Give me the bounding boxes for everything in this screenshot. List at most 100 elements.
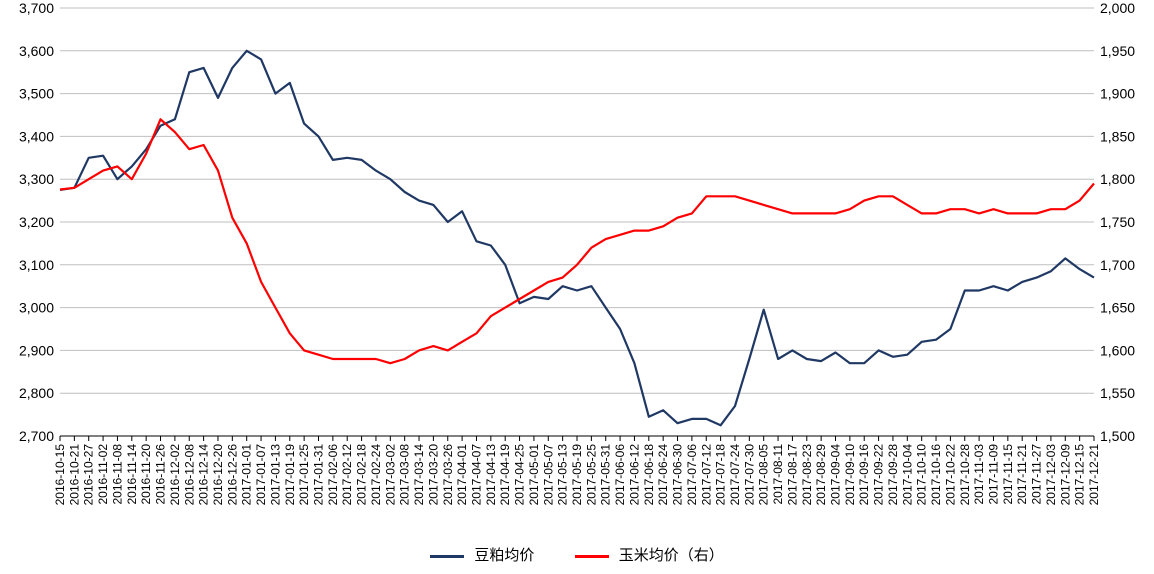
y-left-tick-label: 3,700 (19, 0, 54, 16)
y-left-tick-label: 2,800 (19, 385, 54, 401)
x-tick-label: 2017-04-19 (498, 444, 512, 506)
x-tick-label: 2017-09-16 (857, 444, 871, 506)
y-right-tick-label: 1,500 (1100, 428, 1135, 444)
y-right-tick-label: 1,750 (1100, 214, 1135, 230)
x-tick-label: 2016-10-15 (53, 444, 67, 506)
x-tick-label: 2017-05-25 (584, 444, 598, 506)
x-tick-label: 2017-11-09 (986, 444, 1000, 505)
x-tick-label: 2017-09-04 (829, 444, 843, 506)
y-right-tick-label: 1,550 (1100, 385, 1135, 401)
legend-item-soymeal: 豆粕均价 (430, 544, 534, 565)
x-tick-label: 2016-11-08 (110, 444, 124, 505)
y-right-tick-label: 1,900 (1100, 86, 1135, 102)
x-tick-label: 2017-09-10 (843, 444, 857, 506)
x-tick-label: 2017-03-02 (383, 444, 397, 506)
x-tick-label: 2017-06-24 (656, 444, 670, 506)
x-tick-label: 2016-11-26 (154, 444, 168, 505)
x-tick-label: 2017-07-18 (714, 444, 728, 506)
x-tick-label: 2017-04-25 (513, 444, 527, 506)
legend-swatch (430, 555, 464, 558)
legend-item-corn: 玉米均价（右） (575, 544, 724, 565)
x-tick-label: 2017-10-22 (943, 444, 957, 506)
x-tick-label: 2017-01-01 (240, 444, 254, 506)
x-tick-label: 2017-04-07 (469, 444, 483, 506)
x-tick-label: 2017-10-16 (929, 444, 943, 506)
x-tick-label: 2017-08-17 (785, 444, 799, 506)
x-tick-label: 2016-11-02 (96, 444, 110, 505)
y-left-tick-label: 3,000 (19, 300, 54, 316)
x-tick-label: 2017-06-18 (642, 444, 656, 506)
x-tick-label: 2017-02-06 (326, 444, 340, 506)
x-tick-label: 2017-08-29 (814, 444, 828, 506)
series-line (60, 51, 1094, 426)
chart-canvas: 2,7002,8002,9003,0003,1003,2003,3003,400… (0, 0, 1154, 569)
legend: 豆粕均价 玉米均价（右） (0, 544, 1154, 565)
legend-swatch (575, 555, 609, 558)
legend-label: 玉米均价（右） (619, 547, 724, 564)
x-tick-label: 2016-12-08 (182, 444, 196, 506)
x-tick-label: 2017-07-24 (728, 444, 742, 506)
x-tick-label: 2017-12-09 (1058, 444, 1072, 506)
x-tick-label: 2017-01-25 (297, 444, 311, 506)
x-tick-label: 2017-12-15 (1073, 444, 1087, 506)
x-tick-label: 2016-12-26 (225, 444, 239, 506)
x-tick-label: 2017-11-15 (1001, 444, 1015, 505)
x-tick-label: 2017-05-07 (541, 444, 555, 506)
x-tick-label: 2017-12-03 (1044, 444, 1058, 506)
x-tick-label: 2016-11-20 (139, 444, 153, 505)
x-tick-label: 2017-06-12 (627, 444, 641, 506)
x-tick-label: 2016-12-02 (168, 444, 182, 506)
x-tick-label: 2016-12-20 (211, 444, 225, 506)
x-tick-label: 2017-05-01 (527, 444, 541, 506)
dual-axis-line-chart: 2,7002,8002,9003,0003,1003,2003,3003,400… (0, 0, 1154, 569)
y-right-tick-label: 1,650 (1100, 300, 1135, 316)
y-right-tick-label: 1,600 (1100, 342, 1135, 358)
y-right-tick-label: 1,800 (1100, 171, 1135, 187)
x-tick-label: 2016-10-27 (82, 444, 96, 506)
x-tick-label: 2017-05-13 (556, 444, 570, 506)
x-tick-label: 2017-01-07 (254, 444, 268, 506)
y-left-tick-label: 3,600 (19, 43, 54, 59)
x-tick-label: 2017-07-12 (699, 444, 713, 506)
x-tick-label: 2017-05-31 (599, 444, 613, 506)
x-tick-label: 2017-02-18 (355, 444, 369, 506)
y-left-tick-label: 3,300 (19, 171, 54, 187)
x-tick-label: 2017-09-28 (886, 444, 900, 506)
x-tick-label: 2017-03-26 (441, 444, 455, 506)
y-right-tick-label: 1,850 (1100, 128, 1135, 144)
x-tick-label: 2016-10-21 (67, 444, 81, 506)
x-tick-label: 2017-02-24 (369, 444, 383, 506)
x-tick-label: 2017-01-19 (283, 444, 297, 506)
x-tick-label: 2017-05-19 (570, 444, 584, 506)
y-left-tick-label: 2,700 (19, 428, 54, 444)
y-left-tick-label: 3,500 (19, 86, 54, 102)
y-left-tick-label: 3,400 (19, 128, 54, 144)
x-tick-label: 2017-08-05 (757, 444, 771, 506)
x-tick-label: 2017-04-13 (484, 444, 498, 506)
x-tick-label: 2017-10-28 (958, 444, 972, 506)
x-tick-label: 2017-10-04 (900, 444, 914, 506)
x-tick-label: 2017-01-13 (268, 444, 282, 506)
x-tick-label: 2017-11-21 (1015, 444, 1029, 505)
x-tick-label: 2017-04-01 (455, 444, 469, 506)
x-tick-label: 2017-11-03 (972, 444, 986, 505)
x-tick-label: 2017-03-20 (426, 444, 440, 506)
legend-label: 豆粕均价 (474, 547, 534, 564)
x-tick-label: 2017-02-12 (340, 444, 354, 506)
y-right-tick-label: 1,950 (1100, 43, 1135, 59)
x-tick-label: 2017-06-30 (671, 444, 685, 506)
x-tick-label: 2016-12-14 (197, 444, 211, 506)
x-tick-label: 2017-07-30 (742, 444, 756, 506)
x-tick-label: 2017-07-06 (685, 444, 699, 506)
x-tick-label: 2017-08-23 (800, 444, 814, 506)
x-tick-label: 2017-12-21 (1087, 444, 1101, 506)
x-tick-label: 2017-08-11 (771, 444, 785, 505)
x-tick-label: 2016-11-14 (125, 444, 139, 505)
x-tick-label: 2017-03-14 (412, 444, 426, 506)
x-tick-label: 2017-09-22 (872, 444, 886, 506)
y-left-tick-label: 3,100 (19, 257, 54, 273)
x-tick-label: 2017-10-10 (915, 444, 929, 506)
x-tick-label: 2017-06-06 (613, 444, 627, 506)
x-tick-label: 2017-11-27 (1030, 444, 1044, 505)
x-tick-label: 2017-01-31 (312, 444, 326, 506)
